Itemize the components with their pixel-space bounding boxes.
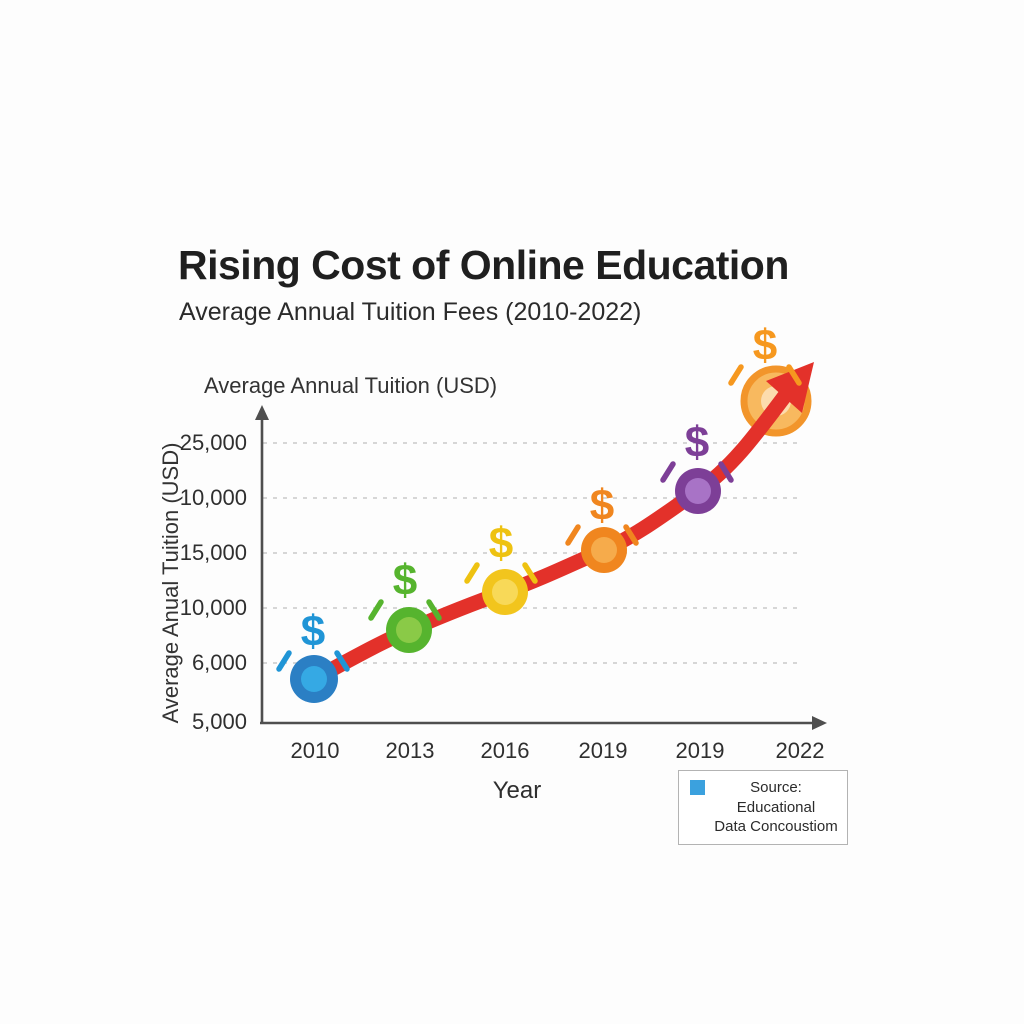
dollar-ray-icon [786,364,802,386]
legend-text: Source: Educational Data Concoustiom [713,778,839,837]
x-axis-label: Year [492,777,542,804]
dollar-icon: $ [301,607,325,656]
data-point-marker-center [685,478,711,504]
x-tick-label: 2016 [480,738,530,763]
x-tick-label: 2022 [775,738,825,763]
legend-swatch-icon [690,780,705,795]
legend: Source: Educational Data Concoustiom [678,770,848,845]
dollar-ray-icon [426,599,442,621]
dollar-icon: $ [590,481,614,530]
dollar-ray-icon [522,562,538,584]
top-axis-label: Average Annual Tuition (USD) [204,373,498,398]
y-axis-arrow-icon [255,405,269,420]
dollar-ray-icon [276,650,292,672]
x-tick-label: 2019 [578,738,628,763]
y-tick-label: 25,000 [179,430,247,455]
y-tick-label: 5,000 [191,709,247,734]
dollar-ray-icon [728,364,744,386]
x-tick-label: 2010 [290,738,340,763]
y-tick-label: 10,000 [179,485,247,510]
data-point-marker-center [301,666,327,692]
x-tick-label: 2019 [675,738,725,763]
legend-line-2: Data Concoustiom [714,818,838,835]
data-point-marker-center [492,579,518,605]
data-point-marker-center [591,537,617,563]
dollar-icon: $ [685,418,709,467]
dollar-ray-icon [623,524,639,546]
dollar-icon: $ [489,519,513,568]
trend-arrow-icon [766,362,814,413]
x-axis-arrow-icon [812,716,827,730]
y-tick-label: 6,000 [191,650,247,675]
dollar-icon: $ [393,556,417,605]
dollar-ray-icon [660,461,676,483]
dollar-ray-icon [718,461,734,483]
x-tick-label: 2013 [385,738,435,763]
dollar-ray-icon [565,524,581,546]
y-tick-label: 15,000 [179,540,247,565]
dollar-ray-icon [464,562,480,584]
dollar-icon: $ [753,321,777,370]
y-tick-label: 10,000 [179,595,247,620]
dollar-ray-icon [334,650,350,672]
data-point-marker-center [396,617,422,643]
chart-subtitle: Average Annual Tuition Fees (2010-2022) [179,298,642,326]
legend-line-1: Source: Educational [736,779,816,816]
chart-title: Rising Cost of Online Education [178,242,789,288]
dollar-ray-icon [368,599,384,621]
trend-line [306,389,792,687]
